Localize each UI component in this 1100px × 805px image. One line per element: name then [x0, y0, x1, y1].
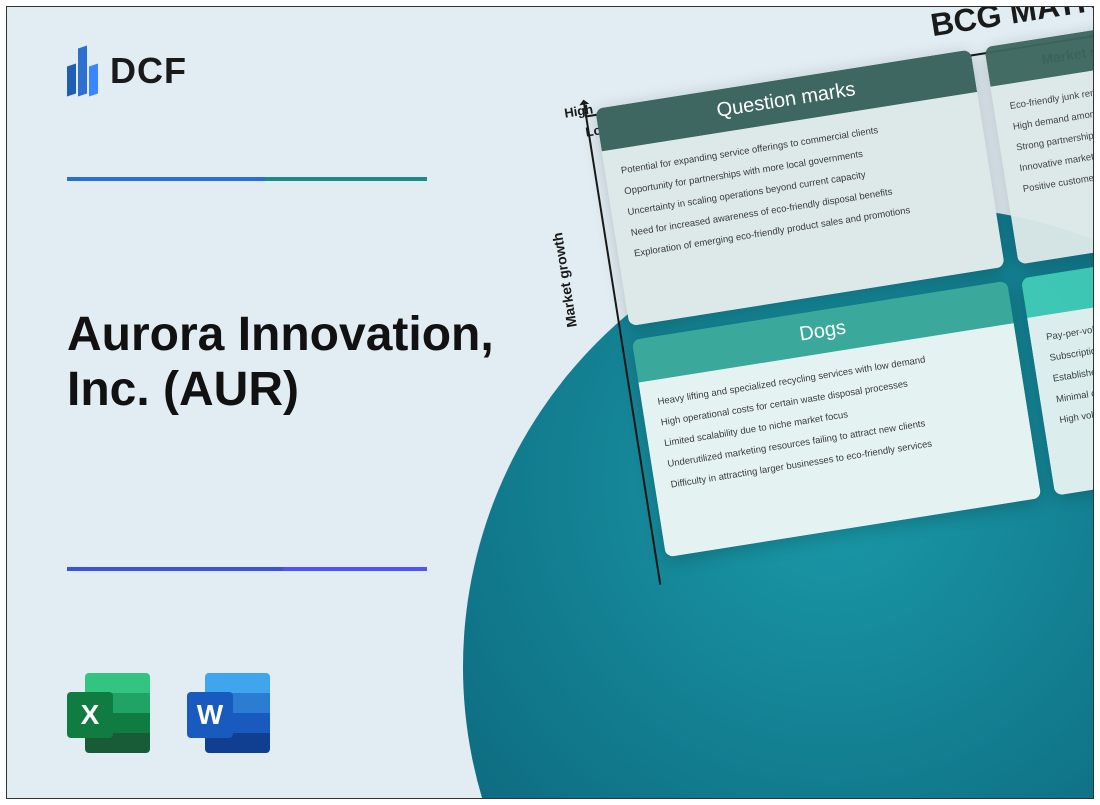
logo-text: DCF	[110, 50, 187, 92]
excel-icon: X	[67, 668, 157, 758]
word-icon: W	[187, 668, 277, 758]
divider-bottom	[67, 567, 427, 571]
infographic-frame: DCF Aurora Innovation, Inc. (AUR) X W BC…	[6, 6, 1094, 799]
app-icons-row: X W	[67, 668, 277, 758]
dcf-logo: DCF	[67, 47, 187, 95]
card-stars: Eco-friendly junk remoHigh demand amongS…	[984, 7, 1094, 265]
y-axis-label: Market growth	[549, 231, 580, 328]
bcg-matrix: BCG MATRIX High Low Market growth Market…	[553, 6, 1094, 113]
card-question-marks: Question marks Potential for expanding s…	[595, 49, 1005, 326]
divider-top	[67, 177, 427, 181]
matrix-grid: Question marks Potential for expanding s…	[595, 7, 1094, 558]
page-title: Aurora Innovation, Inc. (AUR)	[67, 307, 547, 417]
axis-high-label: High	[563, 101, 594, 120]
logo-bars-icon	[67, 47, 100, 95]
